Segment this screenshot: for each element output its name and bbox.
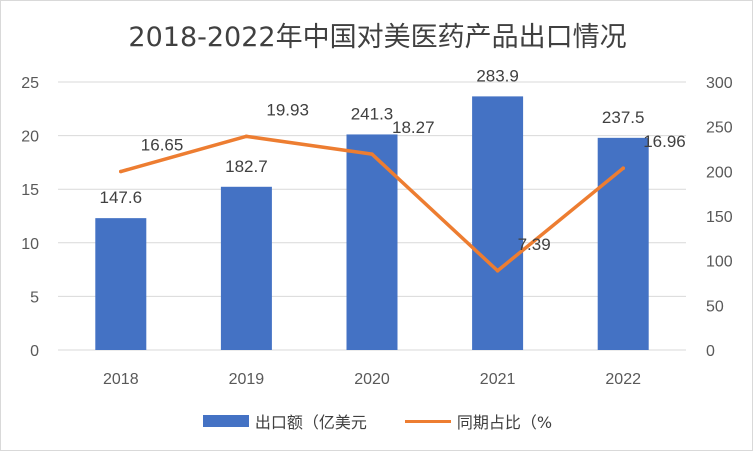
bar [220,186,272,350]
line-data-label: 19.93 [266,100,309,119]
bar-data-label: 283.9 [476,66,519,85]
y-right-tick-label: 50 [706,298,724,315]
data-labels: 147.6 182.7 241.3 283.9 237.5 16.65 19.93 18.27… [100,66,686,253]
x-tick-label: 2022 [605,371,641,388]
legend-item-bars: 出口额（亿美元 [202,409,367,433]
y-left-tick-label: 10 [21,236,39,253]
bar [597,137,649,350]
bar [472,96,524,351]
y-left-tick-label: 5 [30,289,39,306]
bar [95,218,147,350]
line-point [119,169,123,174]
x-tick-label: 2019 [229,371,265,388]
legend-item-line: 同期占比（% [404,409,553,433]
legend-label-bars: 出口额（亿美元 [254,413,367,432]
y-right-tick-label: 300 [706,75,733,92]
line-data-label: 16.65 [141,136,184,155]
bar-data-label: 237.5 [602,108,645,127]
legend-swatch-line [404,419,451,423]
line-data-label: 16.96 [643,132,686,151]
y-left-tick-label: 0 [30,343,39,360]
y-left-tick-label: 15 [21,182,39,199]
y-left-tick-label: 20 [21,129,39,146]
bar-data-label: 182.7 [225,157,268,176]
bar [346,134,398,350]
y-right-tick-label: 200 [706,164,733,181]
y-right-tick-label: 100 [706,254,733,271]
line-point [370,152,374,156]
line-data-label: 18.27 [392,118,435,137]
line-point [495,268,500,273]
y-right-tick-label: 0 [706,343,715,360]
bar-data-label: 241.3 [351,104,394,123]
x-tick-label: 2021 [480,371,516,388]
line-data-label: 7.39 [518,235,551,254]
bar-series [95,96,649,351]
legend-swatch-bar [202,415,249,427]
chart-title: 2018-2022年中国对美医药产品出口情况 [128,22,627,53]
bar-data-label: 147.6 [100,188,143,207]
x-tick-label: 2020 [354,371,390,388]
line-point [244,134,249,139]
legend-label-line: 同期占比（% [456,413,553,432]
x-tick-label: 2018 [103,371,139,388]
y-right-tick-label: 150 [706,209,733,226]
line-point [621,166,625,170]
line-series [119,134,625,273]
y-right-tick-label: 250 [706,120,733,137]
y-left-tick-label: 25 [21,75,39,92]
legend: 出口额（亿美元 同期占比（% [1,409,753,433]
